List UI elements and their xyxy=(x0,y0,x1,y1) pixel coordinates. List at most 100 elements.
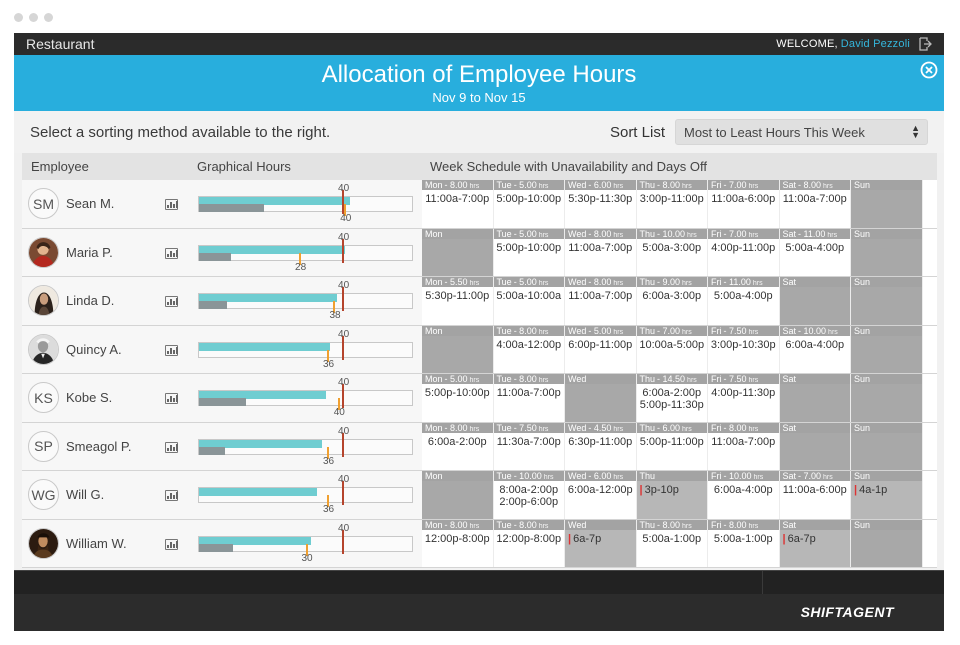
table-row[interactable]: SM Sean M. 40 40 Mon - 8.00 hrs 11:00a-7:00p Tue… xyxy=(22,180,937,229)
schedule-day-fri[interactable]: Fri - 7.00 hrs 4:00p-11:00p xyxy=(708,228,780,276)
close-icon[interactable] xyxy=(920,61,938,79)
window-dot-minimize[interactable] xyxy=(29,13,38,22)
schedule-day-mon[interactable]: Mon - 8.00 hrs 6:00a-2:00p xyxy=(422,422,494,470)
schedule-day-sun[interactable]: Sun xyxy=(851,422,923,470)
schedule-day-tue[interactable]: Tue - 7.50 hrs 11:30a-7:00p xyxy=(493,422,565,470)
schedule-day-mon[interactable]: Mon - 8.00 hrs 11:00a-7:00p xyxy=(422,180,494,228)
time-text: 4:00a-12:00p xyxy=(496,338,562,351)
schedule-day-fri[interactable]: Fri - 8.00 hrs 5:00a-1:00p xyxy=(708,519,780,567)
schedule-day-sun[interactable]: Sun xyxy=(851,325,923,373)
schedule-day-sat[interactable]: Sat xyxy=(779,422,851,470)
table-row[interactable]: Maria P. 40 28 Mon Tue - 5.00 hrs 5:00p-10:00p W… xyxy=(22,228,937,277)
schedule-day-wed[interactable]: Wed - 6.00 hrs 5:30p-11:30p xyxy=(565,180,637,228)
schedule-day-mon[interactable]: Mon xyxy=(422,228,494,276)
table-row[interactable]: William W. 40 30 Mon - 8.00 hrs 12:00p-8:00p Tu… xyxy=(22,519,937,568)
bar-chart-icon[interactable] xyxy=(165,538,178,550)
schedule-day-tue[interactable]: Tue - 8.00 hrs 11:00a-7:00p xyxy=(493,374,565,422)
window-dot-maximize[interactable] xyxy=(44,13,53,22)
schedule-day-sun[interactable]: Sun xyxy=(851,228,923,276)
schedule-day-thu[interactable]: Thu - 6.00 hrs 5:00p-11:00p xyxy=(636,422,708,470)
day-hours-unit: hrs xyxy=(748,425,759,433)
day-hours-unit: hrs xyxy=(613,183,624,190)
schedule-day-mon[interactable]: Mon xyxy=(422,325,494,373)
schedule-day-tue[interactable]: Tue - 5.00 hrs 5:00p-10:00p xyxy=(493,228,565,276)
day-hours: - 11.00 xyxy=(798,228,826,239)
day-name: Mon xyxy=(425,325,443,336)
schedule-day-sun[interactable]: Sun xyxy=(851,180,923,228)
logout-icon[interactable] xyxy=(918,37,932,51)
schedule-day-sat[interactable]: Sat - 7.00 hrs 11:00a-6:00p xyxy=(779,471,851,519)
hours-graph: 40 38 xyxy=(188,277,422,325)
schedule-day-mon[interactable]: Mon - 5.50 hrs 5:30p-11:00p xyxy=(422,277,494,325)
schedule-day-fri[interactable]: Fri - 7.00 hrs 11:00a-6:00p xyxy=(708,180,780,228)
schedule-day-thu[interactable]: Thu - 8.00 hrs 5:00a-1:00p xyxy=(636,519,708,567)
bar-chart-icon[interactable] xyxy=(165,344,178,356)
schedule-day-thu[interactable]: Thu - 8.00 hrs 3:00p-11:00p xyxy=(636,180,708,228)
schedule-day-wed[interactable]: Wed - 4.50 hrs 6:30p-11:00p xyxy=(565,422,637,470)
shift-time: 5:00a-1:00p xyxy=(637,533,708,545)
table-row[interactable]: SP Smeagol P. 40 36 Mon - 8.00 hrs 6:00a-2:00p T… xyxy=(22,422,937,471)
table-row[interactable]: KS Kobe S. 40 40 Mon - 5.00 hrs 5:00p-10:00p Tue… xyxy=(22,374,937,423)
schedule-day-tue[interactable]: Tue - 10.00 hrs 8:00a-2:00p 2:00p-6:00p xyxy=(493,471,565,519)
bar-chart-icon[interactable] xyxy=(165,199,178,210)
schedule-day-sat[interactable]: Sat - 8.00 hrs 11:00a-7:00p xyxy=(779,180,851,228)
schedule-day-tue[interactable]: Tue - 8.00 hrs 12:00p-8:00p xyxy=(493,519,565,567)
schedule-day-sat[interactable]: Sat xyxy=(779,374,851,422)
day-header: Wed - 8.00 hrs xyxy=(565,228,636,239)
schedule-day-thu[interactable]: Thu | 3p-10p xyxy=(636,471,708,519)
window-dot-close[interactable] xyxy=(14,13,23,22)
day-name: Fri xyxy=(711,325,722,336)
schedule-day-wed[interactable]: Wed - 5.00 hrs 6:00p-11:00p xyxy=(565,325,637,373)
avatar: WG xyxy=(28,479,59,511)
day-name: Sun xyxy=(854,180,871,190)
sort-select[interactable]: Most to Least Hours This Week ▲ ▼ xyxy=(675,119,928,145)
schedule-day-fri[interactable]: Fri - 11.00 hrs 5:00a-4:00p xyxy=(708,277,780,325)
schedule-day-wed[interactable]: Wed - 8.00 hrs 11:00a-7:00p xyxy=(565,228,637,276)
schedule-day-thu[interactable]: Thu - 10.00 hrs 5:00a-3:00p xyxy=(636,228,708,276)
bar-chart-icon[interactable] xyxy=(165,490,178,501)
table-row[interactable]: Quincy A. 40 36 Mon Tue - 8.00 hrs 4:00a-12:00p… xyxy=(22,325,937,374)
schedule-day-wed[interactable]: Wed - 6.00 hrs 6:00a-12:00p xyxy=(565,471,637,519)
schedule-day-thu[interactable]: Thu - 14.50 hrs 6:00a-2:00p 5:00p-11:30p xyxy=(636,374,708,422)
schedule-day-wed[interactable]: Wed | 6a-7p xyxy=(565,519,637,567)
time-text: 11:30a-7:00p xyxy=(496,435,561,448)
schedule-day-thu[interactable]: Thu - 7.00 hrs 10:00a-5:00p xyxy=(636,325,708,373)
time-text: 6a-7p xyxy=(573,532,602,545)
schedule-day-fri[interactable]: Fri - 10.00 hrs 6:00a-4:00p xyxy=(708,471,780,519)
bar-chart-icon[interactable] xyxy=(165,247,178,259)
schedule-day-sat[interactable]: Sat - 10.00 hrs 6:00a-4:00p xyxy=(779,325,851,373)
day-hours-unit: hrs xyxy=(752,280,763,287)
day-header: Sat - 7.00 hrs xyxy=(779,471,850,481)
scheduled-hours-label: 36 xyxy=(323,504,335,515)
bar-chart-icon[interactable] xyxy=(165,296,178,307)
schedule-day-tue[interactable]: Tue - 5.00 hrs 5:00p-10:00p xyxy=(493,180,565,228)
table-row[interactable]: WG Will G. 40 36 Mon Tue - 10.00 hrs 8:00a-2:00p… xyxy=(22,471,937,520)
schedule-day-sun[interactable]: Sun xyxy=(851,374,923,422)
schedule-day-sat[interactable]: Sat - 11.00 hrs 5:00a-4:00p xyxy=(779,228,851,276)
schedule-day-tue[interactable]: Tue - 8.00 hrs 4:00a-12:00p xyxy=(493,325,565,373)
user-name-link[interactable]: David Pezzoli xyxy=(840,38,910,50)
schedule-day-sun[interactable]: Sun xyxy=(851,277,923,325)
schedule-day-fri[interactable]: Fri - 8.00 hrs 11:00a-7:00p xyxy=(708,422,780,470)
bar-chart-icon[interactable] xyxy=(165,441,178,453)
schedule-day-sun[interactable]: Sun | 4a-1p xyxy=(851,471,923,519)
day-hours-unit: hrs xyxy=(748,377,759,384)
day-name: Sat xyxy=(782,180,797,190)
schedule-day-thu[interactable]: Thu - 9.00 hrs 6:00a-3:00p xyxy=(636,277,708,325)
schedule-day-mon[interactable]: Mon xyxy=(422,471,494,519)
schedule-day-sun[interactable]: Sun xyxy=(851,519,923,567)
schedule-day-sat[interactable]: Sat | 6a-7p xyxy=(779,519,851,567)
schedule-day-sat[interactable]: Sat xyxy=(779,277,851,325)
welcome-text: WELCOME, David Pezzoli xyxy=(776,38,910,50)
schedule-day-wed[interactable]: Wed xyxy=(565,374,637,422)
schedule-day-mon[interactable]: Mon - 8.00 hrs 12:00p-8:00p xyxy=(422,519,494,567)
schedule-day-fri[interactable]: Fri - 7.50 hrs 4:00p-11:30p xyxy=(708,374,780,422)
schedule-day-tue[interactable]: Tue - 5.00 hrs 5:00a-10:00a xyxy=(493,277,565,325)
schedule-day-fri[interactable]: Fri - 7.50 hrs 3:00p-10:30p xyxy=(708,325,780,373)
day-hours-unit: hrs xyxy=(469,280,480,287)
table-row[interactable]: Linda D. 40 38 Mon - 5.50 hrs 5:30p-11:00p Tue -… xyxy=(22,277,937,326)
bar-chart-icon[interactable] xyxy=(165,393,178,404)
schedule-day-wed[interactable]: Wed - 8.00 hrs 11:00a-7:00p xyxy=(565,277,637,325)
schedule-day-mon[interactable]: Mon - 5.00 hrs 5:00p-10:00p xyxy=(422,374,494,422)
day-header: Thu - 7.00 hrs xyxy=(636,325,707,336)
